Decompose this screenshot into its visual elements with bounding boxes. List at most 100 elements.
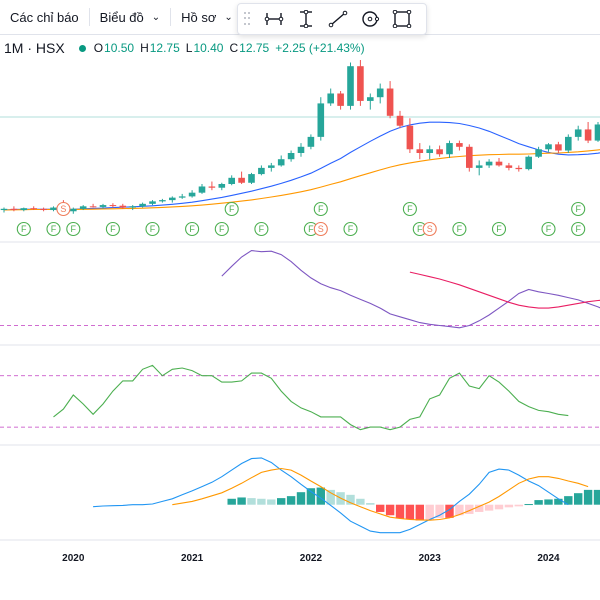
profile-menu-button[interactable]: Hồ sơ ⌄ (171, 0, 243, 34)
candle-body (574, 129, 582, 137)
low-value: 10.40 (193, 41, 224, 55)
drag-handle-icon[interactable] (244, 12, 252, 26)
macd-histogram-bar (306, 488, 316, 505)
event-marker-circle (343, 221, 358, 237)
macd-histogram-bar (415, 504, 424, 521)
candle-body (495, 161, 503, 166)
event-marker-label: F (575, 224, 581, 234)
profile-menu-label: Hồ sơ (181, 9, 217, 25)
candle-body (396, 115, 404, 126)
candle-body (70, 208, 77, 212)
event-marker-label: F (110, 224, 116, 234)
time-axis-label: 2021 (181, 553, 204, 564)
event-marker-circle (56, 201, 71, 217)
event-marker-label: F (457, 224, 463, 234)
candle-body (119, 205, 127, 208)
high-value: 12.75 (149, 41, 180, 55)
macd-histogram-bar (455, 504, 464, 516)
candle-body (258, 167, 265, 175)
macd-histogram-bar (445, 504, 454, 518)
event-marker-circle (541, 221, 556, 237)
macd-signal-line (172, 467, 589, 521)
chart-menu-label: Biểu đồ (99, 9, 144, 25)
macd-histogram-bar (296, 492, 306, 505)
candle-body (159, 200, 166, 202)
event-marker-label: F (71, 224, 77, 234)
macd-histogram-bar (376, 504, 385, 512)
candle-body (505, 165, 513, 168)
event-marker-label: F (229, 204, 235, 214)
event-marker-label: F (575, 204, 581, 214)
candle-body (238, 177, 245, 183)
rectangle-icon[interactable] (388, 6, 416, 32)
macd-histogram-bar (346, 494, 355, 505)
candle-body (248, 174, 255, 183)
macd-histogram-bar (504, 504, 514, 508)
candle-body (555, 144, 562, 151)
low-label: L (185, 41, 193, 55)
vertical-range-icon[interactable] (292, 6, 320, 32)
high-label: H (140, 41, 149, 55)
candle-body (545, 144, 552, 150)
event-marker-label: F (496, 224, 502, 234)
event-marker-label: F (21, 224, 27, 234)
symbol-interval[interactable]: 1M · HSX (4, 40, 65, 56)
macd-line (93, 457, 569, 534)
macd-histogram-bar (405, 504, 415, 520)
time-axis-label: 2020 (62, 553, 85, 564)
ohlc-legend: 1M · HSX O 10.50 H 12.75 L 10.40 C 12.75… (4, 40, 371, 56)
candle-body (228, 177, 235, 184)
macd-histogram-bar (257, 498, 266, 505)
event-marker-circle (145, 221, 160, 237)
macd-histogram-bar (385, 504, 395, 516)
macd-histogram-bar (583, 489, 593, 505)
candle-body (426, 149, 433, 153)
event-marker-label: F (407, 204, 413, 214)
event-marker-circle (313, 221, 328, 237)
moving-average-line (3, 149, 600, 211)
drawing-toolbar (237, 3, 427, 35)
indicators-button[interactable]: Các chỉ báo (0, 0, 89, 34)
candle-body (268, 165, 275, 168)
close-value: 12.75 (239, 41, 270, 55)
candle-body (535, 149, 542, 157)
trend-line-icon[interactable] (324, 6, 352, 32)
macd-histogram-bar (574, 493, 583, 505)
macd-histogram-bar (534, 500, 543, 505)
candle-body (149, 201, 156, 204)
event-marker-label: F (189, 224, 195, 234)
candle-body (515, 167, 523, 170)
close-label: C (229, 41, 239, 55)
event-marker-label: F (219, 224, 225, 234)
candle-body (475, 165, 483, 168)
candle-body (178, 196, 186, 198)
candle-body (327, 93, 334, 104)
candle-body (466, 146, 473, 168)
toolbar-divider (88, 8, 90, 26)
event-marker-label: F (259, 224, 265, 234)
candle-body (386, 88, 394, 116)
candle-body (169, 197, 176, 201)
macd-histogram-bar (267, 499, 276, 505)
chart-menu-button[interactable]: Biểu đồ ⌄ (90, 0, 170, 34)
moving-average-line (3, 121, 600, 211)
macd-histogram-bar (514, 504, 523, 507)
oscillator-pane (0, 250, 600, 329)
candle-body (277, 159, 285, 166)
macd-histogram-bar (554, 498, 563, 505)
candlestick-series (0, 60, 600, 214)
candle-body (594, 124, 600, 141)
event-marker-circle (185, 221, 200, 237)
circle-icon[interactable] (356, 6, 384, 32)
macd-histogram-bar (237, 497, 246, 505)
horizontal-ray-icon[interactable] (260, 6, 288, 32)
market-status-dot (78, 44, 86, 52)
macd-histogram-bar (286, 496, 296, 505)
candle-body (188, 192, 196, 197)
candle-body (129, 206, 136, 208)
candle-body (584, 129, 592, 141)
macd-histogram-bar (524, 504, 533, 506)
event-marker-circle (66, 221, 81, 237)
candle-body (208, 186, 216, 188)
